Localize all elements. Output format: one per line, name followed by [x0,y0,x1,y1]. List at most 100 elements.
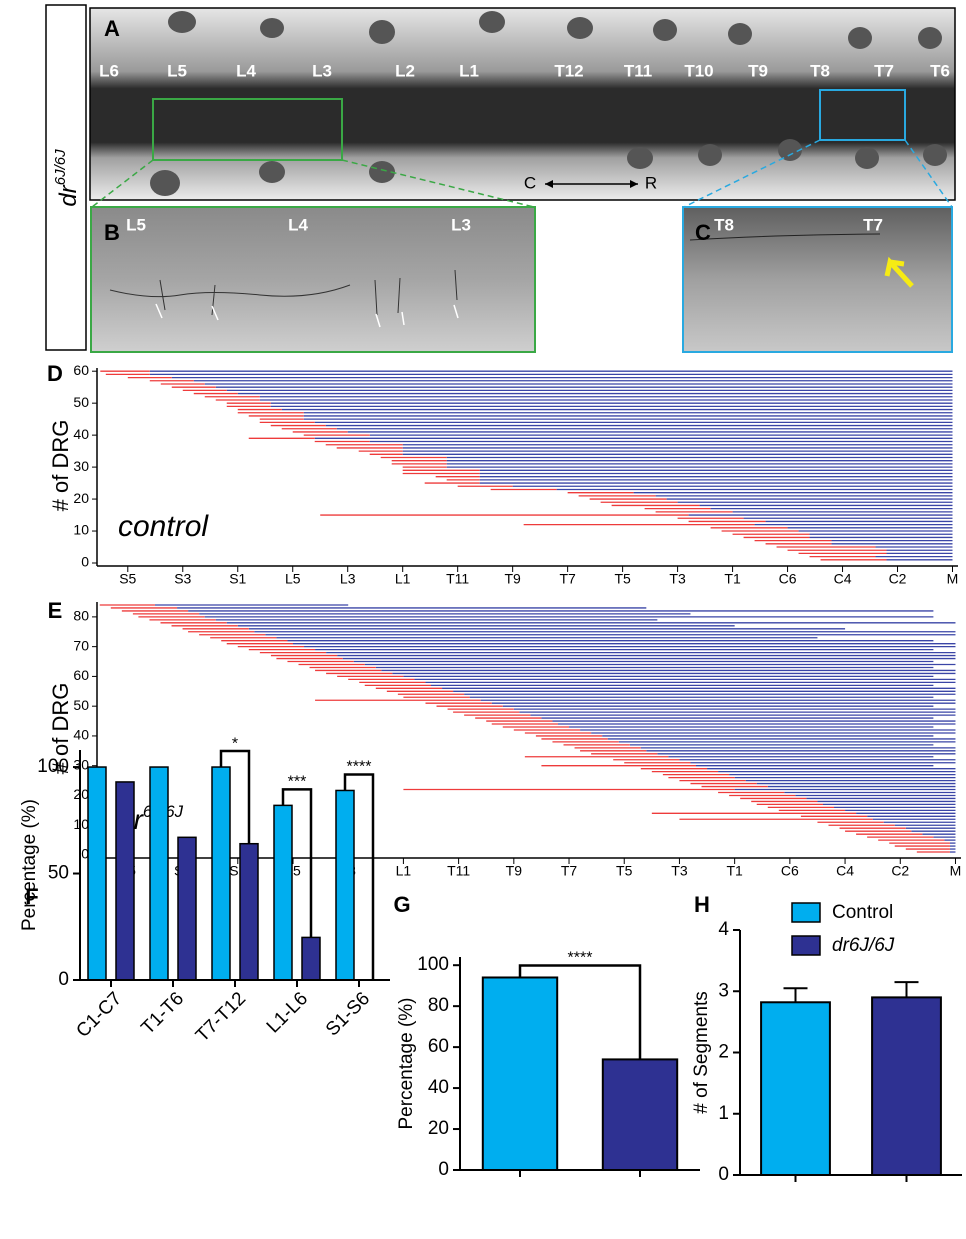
inset-box-c [819,89,906,141]
panel-letter: H [694,892,710,917]
x-tick-label: M [947,571,959,587]
y-tick-label: 0 [58,969,69,990]
x-tick-label: T1-T6 [137,988,188,1039]
y-tick-label: 0 [438,1159,449,1180]
y-tick-label: 1 [718,1103,729,1124]
x-tick-label: T1 [726,863,743,879]
x-tick-label: L5 [285,571,301,587]
bar [87,766,107,981]
significance-label: * [232,735,238,752]
y-tick-label: 50 [48,863,69,884]
y-tick-label: 0 [81,554,89,570]
y-tick-label: 100 [37,756,69,777]
segment-label: L4 [236,61,256,80]
x-tick-label: L1-L6 [263,988,312,1037]
bar [760,1001,831,1177]
x-tick-label: C4 [836,863,854,879]
significance-label: *** [288,774,307,791]
x-tick-label: L1 [395,571,411,587]
x-tick-label: T3 [671,863,688,879]
y-tick-label: 80 [73,608,89,624]
y-tick-label: 40 [73,727,89,743]
bar [301,936,321,981]
x-tick-label: C1-C7 [72,988,126,1042]
y-tick-label: 20 [73,786,89,802]
y-tick-label: 20 [428,1118,449,1139]
x-tick-label: S1 [229,571,246,587]
y-tick-label: 60 [428,1036,449,1057]
significance-label: **** [568,950,593,967]
x-tick-label: T9 [504,571,521,587]
panel-letter: G [393,892,410,917]
x-tick-label: S3 [174,571,191,587]
x-tick-label: T7-T12 [192,988,250,1046]
images: dr6J/6J A C R B C [45,4,956,353]
y-tick-label: 30 [73,458,89,474]
segment-label: T9 [748,61,768,80]
segment-label: T10 [684,61,713,80]
x-tick-label: T5 [616,863,633,879]
y-tick-label: 2 [718,1042,729,1063]
x-tick-label: T11 [447,863,470,879]
y-tick-label: 50 [73,697,89,713]
y-tick-label: 20 [73,490,89,506]
panel-a-image [89,7,956,201]
significance-bracket [343,773,375,980]
panel-letter: E [48,598,63,623]
annotation: control [118,510,209,543]
legend-label: Control [832,902,893,923]
segment-label: T11 [624,61,652,80]
y-tick-label: 100 [417,954,449,975]
segment-label: T8 [810,61,830,80]
segment-label: L3 [312,61,332,80]
bar [335,789,355,981]
axis-caudal: C [524,173,536,192]
y-axis-label: # of DRG [48,420,73,512]
x-tick-label: S5 [119,571,136,587]
x-tick-label: C6 [779,571,797,587]
segment-label: L6 [99,61,119,80]
segment-label: L5 [126,215,146,234]
x-tick-label: T7 [561,863,578,879]
bar [481,976,559,1171]
x-tick-label: M [950,863,962,879]
white-arrows [155,303,459,328]
label-box [45,4,87,351]
y-tick-label: 80 [428,995,449,1016]
segment-label: L2 [395,61,415,80]
segment-label: L3 [451,215,471,234]
legend-label: dr6J/6J [832,935,895,956]
y-axis-label: Percentage (%) [396,997,417,1129]
x-tick-label: C2 [891,863,909,879]
panel-letter: A [104,16,120,41]
bar [211,766,231,981]
y-tick-label: 60 [73,362,89,378]
connector [341,159,535,208]
significance-bracket [219,749,251,844]
y-tick-label: 40 [428,1077,449,1098]
x-tick-label: T3 [669,571,686,587]
bar [871,996,942,1176]
y-tick-label: 0 [81,846,89,862]
genotype-sup: 6J/6J [52,149,69,185]
y-tick-label: 0 [718,1164,729,1185]
panel-letter: C [695,220,711,245]
y-axis-label: # of DRG [48,683,73,775]
panel-letter: D [47,361,63,386]
drg-blobs [150,11,947,196]
x-tick-label: T5 [614,571,631,587]
genotype-label: dr6J/6J [52,149,82,207]
panel-b-image [90,206,536,353]
panel-letter: B [104,220,120,245]
segment-label: T7 [863,215,883,234]
bar [115,781,135,981]
segment-label: T6 [930,61,950,80]
y-tick-label: 30 [73,756,89,772]
bar [601,1058,679,1171]
bar [239,842,259,981]
connector [91,159,154,208]
segment-label: T8 [714,215,734,234]
x-tick-label: L3 [340,571,356,587]
